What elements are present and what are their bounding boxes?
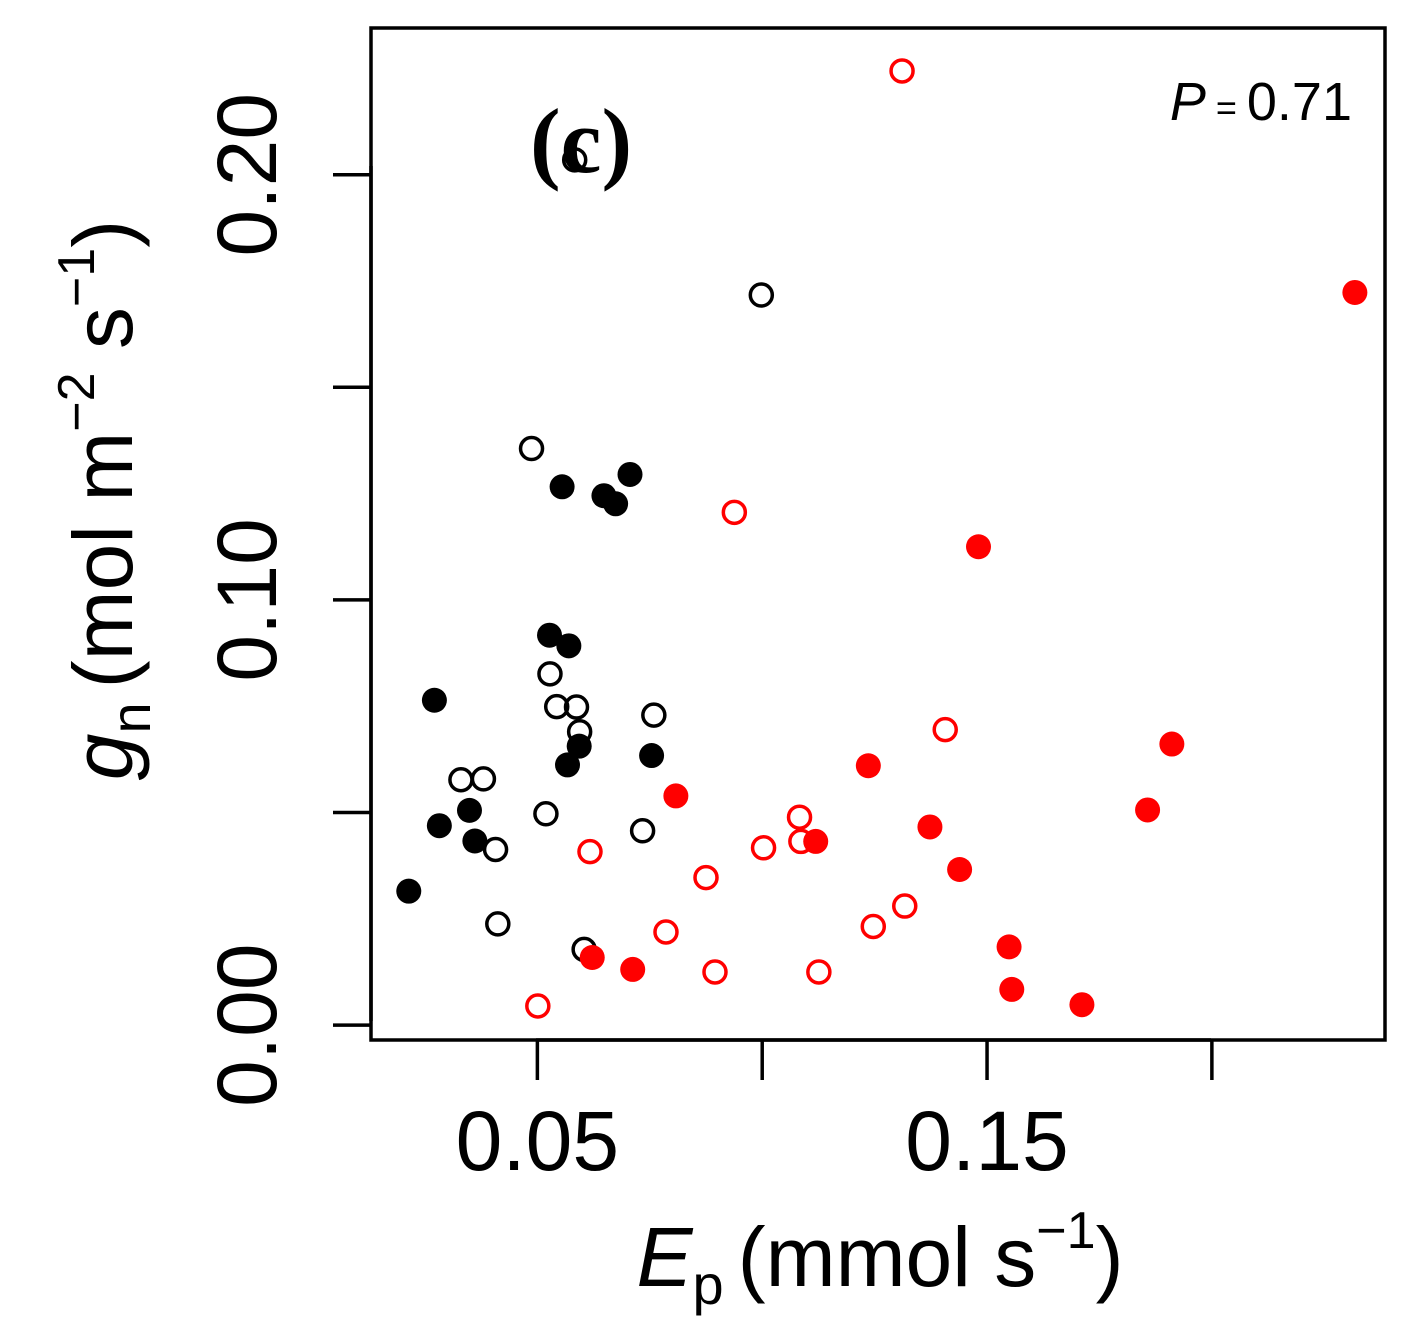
p-value-number: 0.71	[1247, 72, 1352, 132]
data-points	[396, 58, 1368, 1019]
y-axis-subscript: n	[99, 702, 162, 733]
y-axis: 0.00 0.10 0.20	[200, 93, 373, 1107]
red-filled-point	[803, 828, 829, 854]
black-filled-point	[617, 461, 643, 487]
black-filled-point	[396, 878, 422, 904]
black-filled-point	[603, 491, 629, 517]
y-axis-unit-exponent-2: −1	[48, 248, 106, 307]
red-open-point	[525, 993, 551, 1019]
x-axis-unit: (mmol s	[738, 1210, 1037, 1304]
y-axis-unit: (mol m	[56, 432, 150, 689]
red-filled-point	[579, 945, 605, 971]
panel-label: (c)	[530, 90, 632, 192]
x-tick-label: 0.15	[905, 1094, 1069, 1188]
black-open-point	[748, 282, 775, 308]
red-filled-point	[855, 753, 881, 779]
red-filled-point	[1342, 279, 1368, 305]
red-filled-point	[1135, 797, 1161, 823]
black-open-point	[518, 435, 545, 462]
black-filled-point	[549, 474, 575, 500]
red-filled-point	[663, 783, 689, 809]
x-axis-title: Ep (mmol s−1)	[636, 1202, 1123, 1316]
red-filled-point	[917, 814, 943, 840]
black-open-point	[470, 766, 497, 792]
red-open-point	[932, 716, 958, 743]
red-filled-point	[1069, 992, 1095, 1018]
x-axis-close-paren: )	[1096, 1210, 1124, 1304]
y-tick-label: 0.10	[200, 518, 294, 682]
red-open-point	[786, 804, 813, 830]
black-filled-point	[556, 633, 582, 659]
black-open-point	[563, 694, 590, 720]
x-axis-unit-exponent: −1	[1036, 1202, 1095, 1260]
black-open-point	[533, 801, 559, 827]
black-filled-point	[462, 828, 488, 854]
black-open-point	[629, 818, 656, 844]
red-open-point	[860, 913, 887, 940]
x-axis: 0.05 0.15	[456, 1038, 1214, 1188]
red-open-point	[750, 835, 777, 861]
p-value-equals: =	[1206, 87, 1247, 128]
red-open-point	[702, 959, 728, 985]
x-axis-subscript: p	[692, 1253, 723, 1316]
black-open-point	[485, 911, 511, 937]
black-filled-point	[555, 752, 581, 778]
p-value-annotation: P = 0.71	[1170, 72, 1352, 132]
y-axis-title: gn (mol m−2 s−1)	[48, 220, 162, 780]
red-open-point	[653, 919, 679, 945]
red-filled-point	[1159, 731, 1185, 757]
x-tick-label: 0.05	[456, 1094, 620, 1188]
black-filled-point	[537, 622, 563, 648]
x-axis-symbol: E	[636, 1210, 693, 1304]
black-filled-point	[566, 733, 592, 759]
y-tick-label: 0.20	[200, 93, 294, 257]
y-tick-label: 0.00	[200, 943, 294, 1107]
p-value-symbol: P	[1170, 72, 1206, 132]
y-axis-symbol: g	[56, 734, 150, 781]
black-open-point	[537, 661, 563, 687]
red-open-point	[889, 58, 915, 84]
red-filled-point	[966, 534, 992, 560]
red-filled-point	[620, 956, 646, 982]
black-filled-point	[639, 743, 665, 769]
black-open-point	[482, 836, 509, 863]
y-axis-close-paren: )	[56, 220, 150, 248]
black-open-point	[543, 693, 570, 720]
plot-frame	[369, 26, 1387, 1042]
black-filled-point	[421, 687, 447, 713]
black-filled-point	[426, 813, 452, 839]
y-axis-unit-exponent-1: −2	[48, 372, 106, 431]
y-axis-unit-mid: s	[56, 307, 150, 372]
black-open-point	[561, 147, 588, 173]
red-open-point	[721, 499, 748, 526]
red-filled-point	[947, 856, 973, 882]
black-filled-point	[456, 797, 482, 823]
red-open-point	[806, 959, 832, 985]
red-filled-point	[996, 934, 1022, 960]
red-open-point	[577, 838, 603, 865]
black-open-point	[448, 767, 474, 793]
red-open-point	[693, 864, 719, 891]
red-filled-point	[999, 976, 1025, 1002]
red-open-point	[892, 893, 918, 919]
black-open-point	[641, 702, 667, 728]
